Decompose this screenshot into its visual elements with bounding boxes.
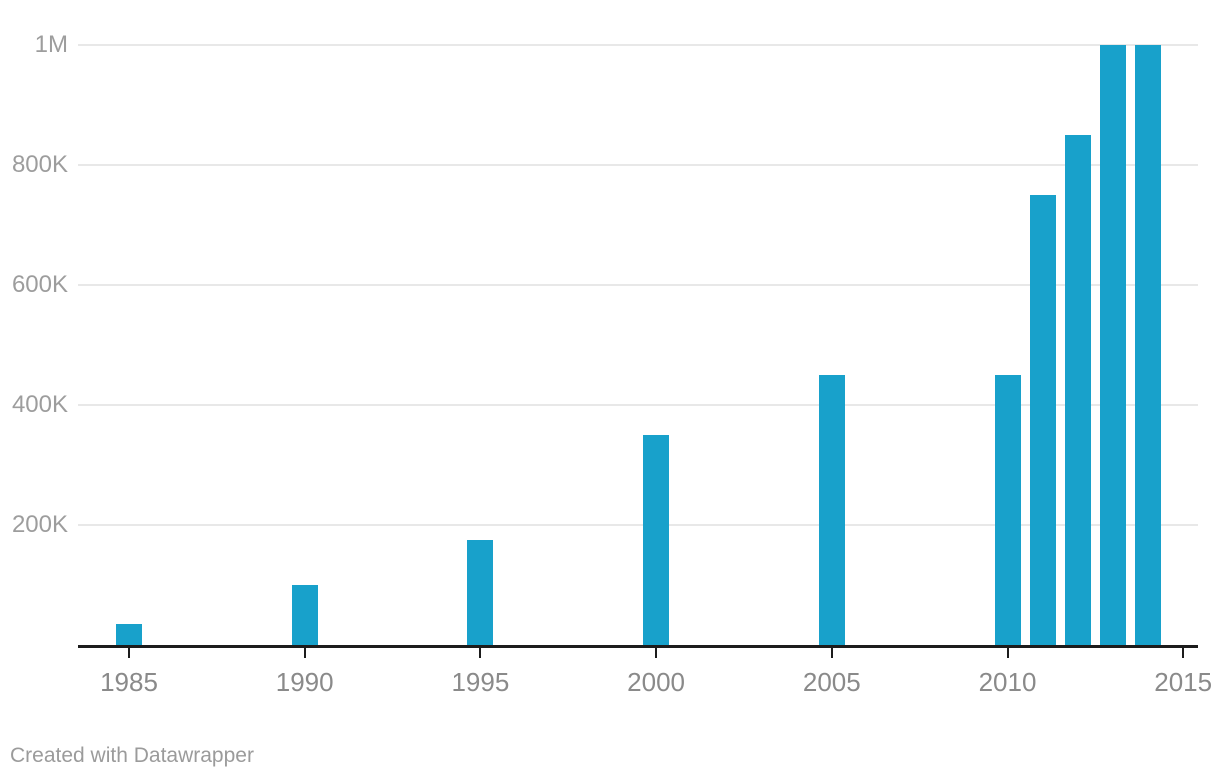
- y-axis-label-200k: 200K: [11, 511, 68, 538]
- x-tick-1995: [479, 645, 482, 658]
- y-axis-label-1m: 1M: [34, 31, 68, 58]
- x-tick-2015: [1182, 645, 1185, 658]
- x-axis-label-1990: 1990: [275, 667, 334, 697]
- x-axis-line: [78, 645, 1198, 648]
- x-axis-label-2000: 2000: [627, 667, 686, 697]
- x-tick-2005: [830, 645, 833, 658]
- x-axis-label-1985: 1985: [100, 667, 158, 697]
- gridline-800k: [78, 164, 1198, 166]
- y-axis-label-800k: 800K: [11, 151, 68, 178]
- bar-2013: [1099, 45, 1126, 645]
- x-tick-2000: [655, 645, 658, 658]
- x-axis-label-2015: 2015: [1154, 667, 1213, 697]
- bar-1985: [116, 624, 142, 645]
- x-tick-2010: [1006, 645, 1009, 658]
- gridline-200k: [78, 524, 1198, 526]
- bar-2005: [818, 375, 845, 645]
- y-axis-label-400k: 400K: [11, 391, 68, 418]
- bar-2011: [1029, 195, 1056, 645]
- x-tick-1985: [128, 645, 130, 658]
- x-axis-label-2010: 2010: [978, 667, 1037, 697]
- footer-credit: Created with Datawrapper: [10, 744, 254, 767]
- x-axis-label-1995: 1995: [451, 667, 510, 697]
- bar-1995: [467, 540, 494, 645]
- bar-2000: [643, 435, 670, 645]
- bar-1990: [291, 585, 318, 645]
- y-axis-label-600k: 600K: [11, 271, 68, 298]
- bar-2010: [994, 375, 1021, 645]
- gridline-600k: [78, 284, 1198, 286]
- bar-2012: [1064, 135, 1091, 645]
- gridline-1m: [78, 44, 1198, 46]
- x-tick-1990: [303, 645, 306, 658]
- bar-2014: [1135, 45, 1162, 645]
- x-axis-label-2005: 2005: [802, 667, 861, 697]
- gridline-400k: [78, 404, 1198, 406]
